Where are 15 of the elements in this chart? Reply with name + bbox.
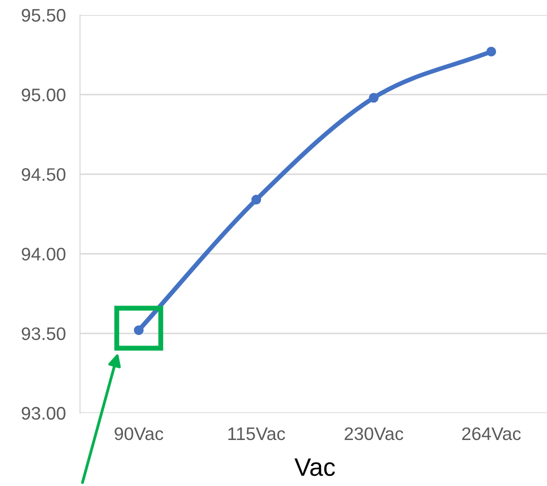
point [368, 92, 379, 103]
point [486, 46, 496, 56]
y-tick-label: 93.50 [22, 327, 66, 340]
x-tick-label: 230Vac [344, 427, 404, 440]
y-tick-label: 95.50 [22, 8, 66, 22]
y-tick-label: 93.00 [22, 406, 66, 420]
point [134, 325, 144, 336]
x-axis-title: Vac [294, 458, 335, 476]
x-tick-label: 264Vac [462, 427, 521, 440]
x-tick-label: 90Vac [114, 427, 164, 440]
x-tick-label: 115Vac [228, 428, 286, 440]
y-tick-label: 94.00 [22, 248, 66, 261]
y-tick-label: 94.50 [22, 168, 66, 181]
point [251, 194, 262, 205]
y-tick-label: 95.00 [22, 88, 66, 102]
